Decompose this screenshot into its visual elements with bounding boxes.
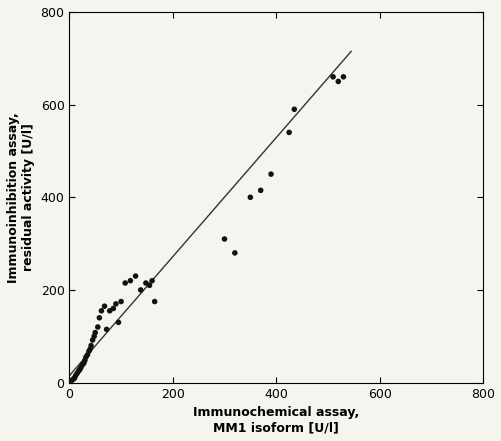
Point (246, 194, 254, 201)
Point (75, 367, 83, 374)
X-axis label: Immunochemical assay,
MM1 isoform [U/l]: Immunochemical assay, MM1 isoform [U/l] (193, 406, 359, 434)
Point (87, 342, 95, 349)
Point (97, 307, 105, 314)
Point (68, 377, 76, 384)
Point (220, 235, 228, 243)
Point (126, 277, 134, 284)
Point (112, 300, 120, 307)
Point (136, 287, 144, 294)
Point (80, 360, 88, 367)
Point (69, 375, 77, 382)
Point (106, 307, 114, 314)
Point (109, 305, 117, 312)
Point (230, 249, 238, 256)
Point (77, 364, 85, 371)
Point (82, 354, 90, 361)
Point (150, 298, 158, 305)
Point (89, 336, 97, 344)
Point (94, 324, 102, 331)
Point (70, 374, 78, 381)
Point (142, 280, 150, 287)
Point (102, 326, 110, 333)
Point (72, 372, 80, 379)
Y-axis label: Immunoinhibition assay,
residual activity [U/l]: Immunoinhibition assay, residual activit… (7, 112, 35, 283)
Point (117, 298, 125, 305)
Point (100, 303, 108, 310)
Point (76, 366, 84, 373)
Point (86, 346, 94, 353)
Point (339, 73, 347, 80)
Point (329, 73, 337, 80)
Point (256, 187, 264, 194)
Point (285, 129, 293, 136)
Point (267, 171, 275, 178)
Point (81, 357, 89, 364)
Point (73, 370, 81, 377)
Point (290, 106, 298, 113)
Point (131, 273, 139, 280)
Point (145, 282, 153, 289)
Point (95, 314, 103, 321)
Point (148, 277, 156, 284)
Point (91, 329, 99, 336)
Point (114, 319, 122, 326)
Point (85, 348, 93, 355)
Point (121, 280, 129, 287)
Point (78, 362, 86, 369)
Point (83, 351, 91, 359)
Point (334, 78, 342, 85)
Point (90, 333, 98, 340)
